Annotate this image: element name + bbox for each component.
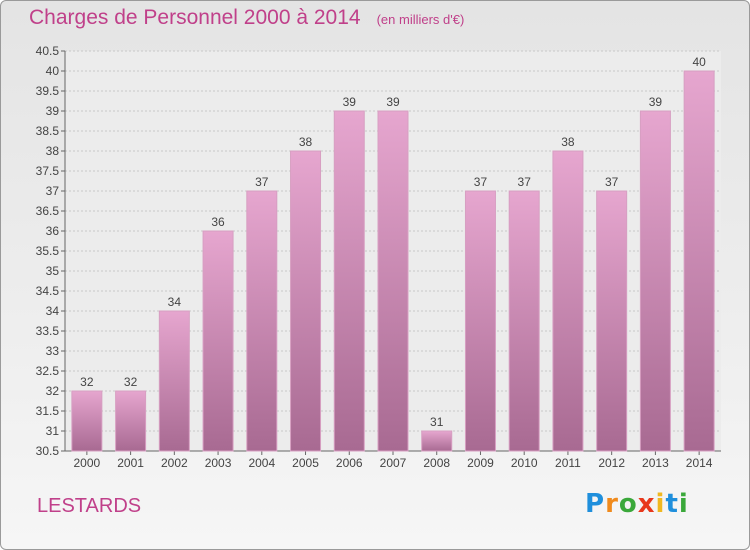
data-label-2001: 32 — [124, 375, 138, 389]
bar-2013 — [639, 110, 671, 452]
logo-letter: P — [585, 489, 606, 519]
y-tick-label: 36 — [46, 224, 60, 238]
logo-letter: t — [665, 489, 679, 519]
data-label-2002: 34 — [168, 295, 182, 309]
x-tick-label-2014: 2014 — [686, 456, 713, 470]
y-tick-label: 40.5 — [36, 44, 60, 58]
y-tick-label: 34.5 — [36, 284, 60, 298]
data-label-2006: 39 — [343, 95, 357, 109]
x-tick-label-2001: 2001 — [117, 456, 144, 470]
bar-2002 — [158, 310, 190, 452]
y-tick-label: 38.5 — [36, 124, 60, 138]
y-tick-label: 31.5 — [36, 404, 60, 418]
y-tick-label: 30.5 — [36, 444, 60, 458]
y-tick-label: 34 — [46, 304, 60, 318]
bar-2007 — [377, 110, 409, 452]
x-tick-label-2004: 2004 — [248, 456, 275, 470]
bar-2001 — [115, 390, 147, 452]
logo-letter: x — [637, 489, 656, 519]
x-tick-label-2006: 2006 — [336, 456, 363, 470]
data-label-2005: 38 — [299, 135, 313, 149]
x-tick-label-2011: 2011 — [555, 456, 581, 470]
logo-letter: r — [605, 489, 619, 519]
x-tick-label-2000: 2000 — [74, 456, 101, 470]
logo-letter: i — [655, 489, 666, 519]
y-tick-label: 40 — [46, 64, 60, 78]
y-tick-label: 32.5 — [36, 364, 60, 378]
data-label-2010: 37 — [518, 175, 532, 189]
bar-2004 — [246, 190, 278, 452]
data-label-2003: 36 — [211, 215, 225, 229]
data-label-2004: 37 — [255, 175, 269, 189]
bar-2005 — [290, 150, 322, 452]
proxiti-logo[interactable]: Proxiti — [585, 489, 689, 519]
data-label-2012: 37 — [605, 175, 619, 189]
y-tick-label: 31 — [46, 424, 60, 438]
chart-title: Charges de Personnel 2000 à 2014 (en mill… — [29, 6, 464, 30]
x-tick-label-2009: 2009 — [467, 456, 494, 470]
y-tick-label: 39 — [46, 104, 60, 118]
x-tick-label-2002: 2002 — [161, 456, 188, 470]
bar-2000 — [71, 390, 103, 452]
y-tick-label: 37.5 — [36, 164, 60, 178]
data-label-2014: 40 — [692, 55, 706, 69]
logo-letter: o — [618, 489, 638, 519]
bar-2003 — [202, 230, 234, 452]
bar-2008 — [421, 430, 453, 452]
y-tick-label: 39.5 — [36, 84, 60, 98]
y-tick-label: 36.5 — [36, 204, 60, 218]
bar-2006 — [333, 110, 365, 452]
bar-2012 — [596, 190, 628, 452]
x-tick-label-2013: 2013 — [642, 456, 669, 470]
chart-title-text: Charges de Personnel 2000 à 2014 — [29, 6, 361, 29]
chart-unit-text: (en milliers d'€) — [376, 12, 465, 27]
x-tick-label-2003: 2003 — [205, 456, 232, 470]
axes: 30.5 31 31.5 32 32.5 33 33.5 34 34.5 35 35.5 36 36.5… — [36, 44, 721, 470]
bar-2010 — [508, 190, 540, 452]
x-tick-label-2010: 2010 — [511, 456, 538, 470]
bar-2011 — [552, 150, 584, 452]
data-label-2011: 38 — [561, 135, 575, 149]
data-label-2000: 32 — [80, 375, 94, 389]
logo-letter: i — [678, 489, 689, 519]
y-tick-label: 33.5 — [36, 324, 60, 338]
commune-name: LESTARDS — [37, 495, 142, 517]
y-tick-label: 38 — [46, 144, 60, 158]
x-tick-label-2005: 2005 — [292, 456, 319, 470]
x-tick-label-2008: 2008 — [423, 456, 450, 470]
x-tick-label-2007: 2007 — [380, 456, 407, 470]
x-tick-label-2012: 2012 — [598, 456, 625, 470]
data-label-2009: 37 — [474, 175, 488, 189]
y-tick-label: 32 — [46, 384, 60, 398]
bars — [71, 70, 715, 452]
bar-2009 — [464, 190, 496, 452]
bar-2014 — [683, 70, 715, 452]
y-tick-label: 35 — [46, 264, 60, 278]
data-label-2013: 39 — [649, 95, 663, 109]
data-label-2007: 39 — [386, 95, 400, 109]
y-tick-label: 37 — [46, 184, 60, 198]
y-tick-label: 35.5 — [36, 244, 60, 258]
data-label-2008: 31 — [430, 415, 444, 429]
y-tick-label: 33 — [46, 344, 60, 358]
data-labels: 32 32 34 36 37 38 39 39 31 37 37 38 37 39 40 — [80, 55, 706, 429]
